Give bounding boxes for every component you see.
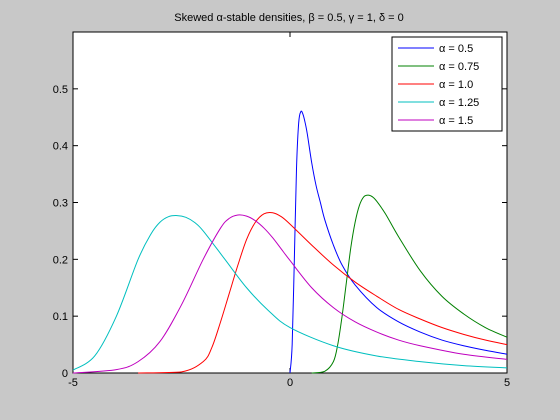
y-tick-label: 0.5 [53,84,68,96]
y-tick-label: 0.3 [53,198,68,210]
legend-label: α = 0.5 [439,43,473,55]
legend-label: α = 1.0 [439,79,473,91]
legend: α = 0.5 α = 0.75 α = 1.0 α = 1.25 α = 1.5 [391,36,503,132]
series-line-3 [138,211,508,374]
series-line-5 [72,214,508,374]
y-tick-label: 0.4 [53,141,68,153]
x-tick-label: 0 [287,377,293,389]
x-axis: -5 0 5 [68,32,510,389]
series-line-1 [289,110,508,374]
series-line-2 [311,194,508,374]
y-axis: 0 0.1 0.2 0.3 0.4 0.5 [53,84,507,380]
chart-title: Skewed α-stable densities, β = 0.5, γ = … [174,12,403,24]
y-tick-label: 0.2 [53,254,68,266]
legend-label: α = 1.25 [439,97,479,109]
y-tick-label: 0 [62,368,68,380]
series-line-4 [72,215,508,371]
x-tick-label: 5 [504,377,510,389]
x-tick-label: -5 [68,377,78,389]
series-lines [72,110,508,374]
legend-label: α = 1.5 [439,115,473,127]
y-tick-label: 0.1 [53,311,68,323]
legend-label: α = 0.75 [439,61,479,73]
